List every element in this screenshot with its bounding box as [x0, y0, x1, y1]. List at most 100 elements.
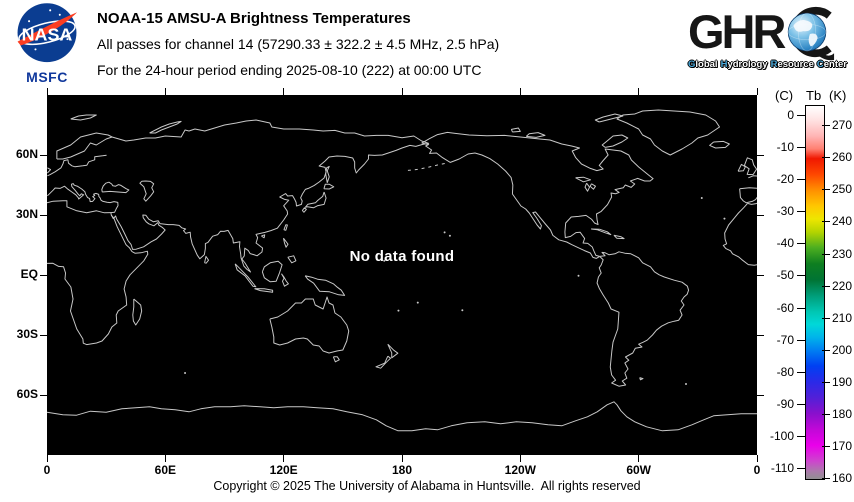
coastline-path [639, 377, 644, 381]
kelvin-tick-label: 160 [832, 470, 853, 485]
coastline-path [575, 176, 592, 183]
island-dot [685, 383, 687, 385]
kelvin-tick-label: 180 [832, 406, 853, 421]
nasa-logo[interactable]: NASA MSFC [12, 2, 82, 85]
kelvin-tick-label: 250 [832, 182, 853, 197]
celsius-tick [797, 275, 805, 277]
celsius-tick-label: -80 [776, 364, 794, 379]
ghrc-logo[interactable]: GHR Global Hydrology Resource Center [688, 6, 852, 70]
kelvin-tick [822, 349, 830, 351]
lat-tick-label: 30N [15, 207, 38, 221]
coastline-path [101, 181, 130, 194]
lon-tick-top [638, 88, 640, 95]
subtitle-period: For the 24-hour period ending 2025-08-10… [97, 62, 482, 78]
coastline-path [596, 251, 690, 387]
lon-tick-label: 60W [626, 463, 651, 477]
island-dot [416, 301, 419, 304]
kelvin-tick-label: 230 [832, 246, 853, 261]
coastline-path [332, 356, 340, 363]
kelvin-tick [822, 477, 830, 479]
coastline-path [47, 154, 107, 177]
kelvin-tick [822, 317, 830, 319]
lat-tick-label: 60S [16, 387, 38, 401]
coastline-path [407, 162, 448, 171]
ghrc-tagline-word: Hydrology [720, 59, 768, 70]
coastline-path [743, 157, 757, 176]
lon-tick-label: 0 [753, 463, 761, 477]
coastline-path [421, 142, 600, 259]
lat-tick-label: 60N [15, 147, 38, 161]
coastline-path [613, 234, 625, 240]
lon-tick-bottom [283, 455, 285, 462]
celsius-tick [797, 211, 805, 213]
celsius-tick [797, 435, 805, 437]
kelvin-tick-label: 170 [832, 438, 853, 453]
coastline-path [70, 114, 97, 121]
ghrc-wordmark: GHR [688, 5, 786, 58]
celsius-tick-label: -100 [769, 428, 794, 443]
lat-tick-right [757, 394, 764, 396]
coastline-path [301, 207, 307, 213]
coastline-path [254, 288, 274, 293]
coastline-path [149, 120, 182, 134]
kelvin-tick [822, 125, 830, 127]
world-map: No data found [47, 95, 757, 455]
ghrc-tagline-word: Global [688, 59, 718, 70]
coastline-path [139, 180, 155, 202]
coastline-path [234, 263, 257, 288]
coastline-path [387, 343, 399, 359]
celsius-tick [797, 403, 805, 405]
colorbar-quantity-label: Tb [806, 88, 822, 103]
island-dot [383, 259, 386, 262]
lon-tick-bottom [519, 455, 521, 462]
lon-tick-bottom [164, 455, 166, 462]
kelvin-tick [822, 221, 830, 223]
coastline-path [737, 163, 746, 172]
copyright-text: Copyright © 2025 The University of Alaba… [213, 479, 641, 493]
coastline-path [616, 109, 721, 156]
kelvin-tick-label: 270 [832, 118, 853, 133]
ghrc-globe-icon [788, 6, 835, 61]
lat-tick-left [40, 394, 47, 396]
kelvin-tick-label: 260 [832, 150, 853, 165]
coastline-path [709, 140, 730, 149]
lon-tick-bottom [401, 455, 403, 462]
lon-tick-top [46, 88, 48, 95]
celsius-tick-label: -110 [770, 460, 794, 475]
lat-tick-right [757, 214, 764, 216]
colorbar-unit-kelvin: (K) [829, 88, 847, 103]
lon-tick-label: 120W [504, 463, 536, 477]
coastline-path [47, 401, 757, 432]
coastline-path [325, 165, 330, 183]
msfc-label: MSFC [26, 69, 68, 85]
celsius-tick [797, 243, 805, 245]
coastline-path [47, 119, 430, 273]
celsius-tick [797, 115, 805, 117]
nasa-meatball-icon: NASA [17, 3, 78, 63]
celsius-tick [797, 467, 805, 469]
ghrc-tagline: Global Hydrology Resource Center [688, 59, 852, 70]
colorbar-unit-celsius: (C) [775, 88, 794, 103]
celsius-tick [797, 339, 805, 341]
coastline-path [747, 202, 757, 205]
lat-tick-right [757, 334, 764, 336]
coastline-path [304, 275, 346, 296]
kelvin-tick-label: 240 [832, 214, 853, 229]
lon-tick-label: 0 [43, 463, 51, 477]
celsius-tick-label: -50 [776, 268, 794, 283]
lat-tick-label: EQ [20, 267, 38, 281]
lat-tick-right [757, 154, 764, 156]
colorbar-gradient [805, 105, 825, 480]
coastline-path [261, 260, 283, 283]
lon-tick-top [401, 88, 403, 95]
kelvin-tick [822, 381, 830, 383]
celsius-tick-label: 0 [787, 108, 794, 123]
coastline-path [375, 355, 392, 369]
celsius-tick-label: -60 [776, 300, 794, 315]
lon-tick-bottom [756, 455, 758, 462]
celsius-tick-label: -20 [776, 172, 794, 187]
coastline-path [589, 183, 596, 190]
island-dot [700, 197, 703, 199]
kelvin-tick-label: 220 [832, 278, 853, 293]
